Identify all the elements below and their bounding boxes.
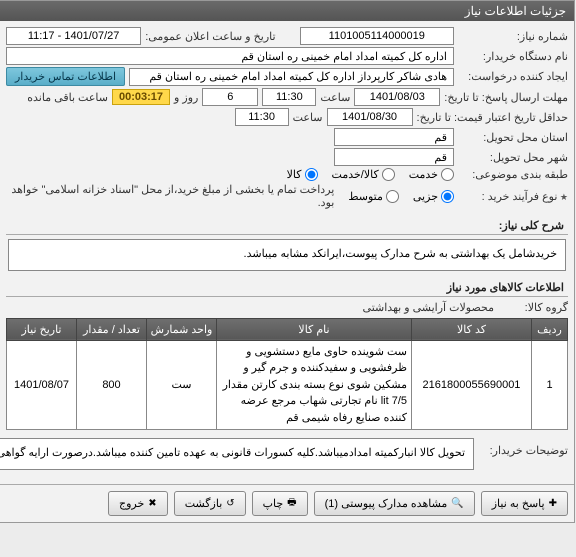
announce-label: تاریخ و ساعت اعلان عمومی: [146,30,276,43]
th-code: کد کالا [413,318,533,340]
reply-button[interactable]: ✚پاسخ به نیاز [482,491,569,516]
form-body: شماره نیاز: 1101005114000019 تاریخ و ساع… [1,21,575,478]
reply-icon: ✚ [550,498,558,509]
attachment-icon: 🔍 [452,498,464,509]
province-value: قم [335,128,455,146]
classify-service-radio[interactable] [442,168,455,181]
cell-row: 1 [533,340,569,430]
overview-text: خریدشامل یک بهداشتی به شرح مدارک پیوست،ا… [9,239,567,271]
back-button[interactable]: ↺بازگشت [175,491,247,516]
deadline-time-label: ساعت [321,91,351,104]
deadline-date: 1401/08/03 [355,88,441,106]
validity-time: 11:30 [236,108,290,126]
process-note: پرداخت تمام یا بخشی از مبلغ خرید،از محل … [7,183,335,209]
validity-time-label: ساعت [294,111,324,124]
group-value: محصولات آرایشی و بهداشتی [364,301,495,314]
process-partial-radio[interactable] [442,190,455,203]
th-name: نام کالا [218,318,413,340]
cell-qty: 800 [78,340,148,430]
province-label: استان محل تحویل: [459,131,569,144]
process-label: نوع فرآیند خرید : [459,190,569,203]
attachments-button[interactable]: 🔍مشاهده مدارک پیوستی (1) [315,491,476,516]
print-button[interactable]: 🖶چاپ [253,491,309,516]
announce-value: 1401/07/27 - 11:17 [7,27,142,45]
requester-label: ایجاد کننده درخواست: [459,70,569,83]
need-no-label: شماره نیاز: [459,30,569,43]
city-value: قم [335,148,455,166]
footer-buttons: ✚پاسخ به نیاز 🔍مشاهده مدارک پیوستی (1) 🖶… [1,484,575,522]
remain-label: ساعت باقی مانده [28,91,109,104]
countdown-timer: 00:03:17 [113,89,171,105]
overview-label: شرح کلی نیاز: [7,213,569,235]
process-medium[interactable]: متوسط [349,190,400,203]
exit-button[interactable]: ✖خروج [109,491,169,516]
items-table: ردیف کد کالا نام کالا واحد شمارش تعداد /… [7,318,569,431]
th-qty: تعداد / مقدار [78,318,148,340]
process-medium-radio[interactable] [387,190,400,203]
classify-goods-radio[interactable] [306,168,319,181]
buyer-value: اداره کل کمیته امداد امام خمینی ره استان… [7,47,455,65]
classify-goods-service-radio[interactable] [383,168,396,181]
validity-label: حداقل تاریخ اعتبار قیمت: تا تاریخ: [418,111,569,124]
classify-goods[interactable]: کالا [288,168,319,181]
exit-icon: ✖ [149,498,157,509]
table-header-row: ردیف کد کالا نام کالا واحد شمارش تعداد /… [8,318,569,340]
classify-service[interactable]: خدمت [410,168,455,181]
buyer-note-label: توضیحات خریدار: [479,438,569,457]
validity-date: 1401/08/30 [328,108,414,126]
process-partial[interactable]: جزیی [414,190,455,203]
buyer-note-text: تحویل کالا انبارکمیته امدادمیباشد.کلیه ک… [0,438,475,470]
details-panel: جزئیات اطلاعات نیاز شماره نیاز: 11010051… [0,0,576,523]
table-row[interactable]: 1 2161800055690001 ست شوینده حاوی مایع د… [8,340,569,430]
deadline-label: مهلت ارسال پاسخ: تا تاریخ: [445,91,569,104]
cell-code: 2161800055690001 [413,340,533,430]
city-label: شهر محل تحویل: [459,151,569,164]
panel-title: جزئیات اطلاعات نیاز [1,1,575,21]
th-date: تاریخ نیاز [8,318,78,340]
cell-name: ست شوینده حاوی مایع دستشویی و ظرفشویی و … [218,340,413,430]
back-icon: ↺ [227,498,235,509]
th-row: ردیف [533,318,569,340]
deadline-time: 11:30 [263,88,317,106]
group-label: گروه کالا: [499,301,569,314]
requester-value: هادی شاکر کارپرداز اداره کل کمیته امداد … [130,68,455,86]
print-icon: 🖶 [288,495,297,512]
days-left: 6 [203,88,259,106]
classify-label: طبقه بندی موضوعی: [459,168,569,181]
cell-date: 1401/08/07 [8,340,78,430]
day-label: روز و [175,91,199,104]
th-unit: واحد شمارش [148,318,218,340]
contact-buyer-button[interactable]: اطلاعات تماس خریدار [7,67,126,86]
classify-goods-service[interactable]: کالا/خدمت [333,168,396,181]
need-no-value: 1101005114000019 [301,27,455,45]
cell-unit: ست [148,340,218,430]
items-header: اطلاعات کالاهای مورد نیاز [7,275,569,297]
buyer-label: نام دستگاه خریدار: [459,50,569,63]
